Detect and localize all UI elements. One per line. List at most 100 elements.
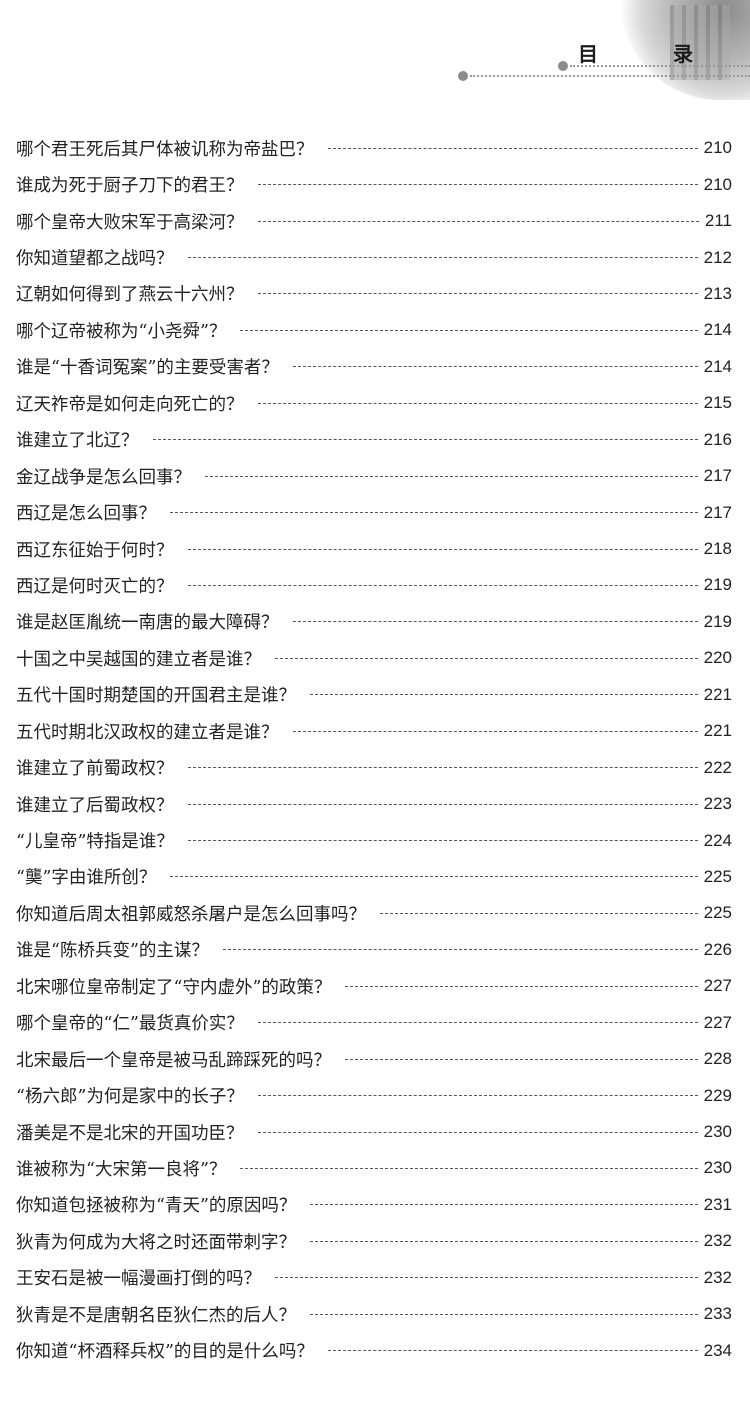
entry-title: 五代十国时期楚国的开国君主是谁？ [16,686,296,707]
toc-entry[interactable]: “杨六郎”为何是家中的长子？ 229 [16,1077,732,1113]
dot-leader [170,512,698,514]
entry-page-number: 219 [703,611,732,631]
dot-leader [327,147,698,149]
entry-title: 你知道“杯酒释兵权”的目的是什么吗？ [16,1342,314,1363]
toc-entry[interactable]: 金辽战争是怎么回事？ 217 [16,458,732,494]
toc-entry[interactable]: 谁建立了北辽？ 216 [16,422,732,458]
toc-entry[interactable]: 谁是赵匡胤统一南唐的最大障碍？ 219 [16,604,732,640]
entry-title: 十国之中吴越国的建立者是谁？ [16,649,261,670]
dot-leader [257,1022,698,1024]
toc-entry[interactable]: 潘美是不是北宋的开国功臣？ 230 [16,1114,732,1150]
dot-leader [257,1131,698,1133]
toc-entry[interactable]: 辽朝如何得到了燕云十六州？ 213 [16,276,732,312]
entry-title: 谁是赵匡胤统一南唐的最大障碍？ [16,613,279,634]
toc-entry[interactable]: 谁被称为“大宋第一良将”？ 230 [16,1150,732,1186]
entry-title: 北宋最后一个皇帝是被马乱蹄踩死的吗？ [16,1050,331,1071]
toc-entry[interactable]: 王安石是被一幅漫画打倒的吗？ 232 [16,1260,732,1296]
toc-entry[interactable]: 狄青是不是唐朝名臣狄仁杰的后人？ 233 [16,1296,732,1332]
dot-leader [222,949,698,951]
toc-entry[interactable]: 哪个皇帝大败宋军于高梁河？ 211 [16,203,732,239]
entry-title: 王安石是被一幅漫画打倒的吗？ [16,1269,261,1290]
toc-entry[interactable]: 狄青为何成为大将之时还面带刺字？ 232 [16,1223,732,1259]
entry-title: 你知道后周太祖郭威怒杀屠户是怎么回事吗？ [16,904,366,925]
toc-entry[interactable]: 谁成为死于厨子刀下的君王？ 210 [16,166,732,202]
toc-entry[interactable]: 辽天祚帝是如何走向死亡的？ 215 [16,385,732,421]
toc-entry[interactable]: “儿皇帝”特指是谁？ 224 [16,822,732,858]
entry-title: 西辽东征始于何时？ [16,540,174,561]
header-dotted-line [570,65,750,67]
toc-entry[interactable]: 西辽是怎么回事？ 217 [16,494,732,530]
dot-leader [187,767,698,769]
entry-page-number: 226 [703,939,732,959]
entry-page-number: 232 [703,1231,732,1251]
entry-title: 狄青是不是唐朝名臣狄仁杰的后人？ [16,1305,296,1326]
dot-leader [187,584,698,586]
entry-page-number: 214 [703,356,732,376]
entry-page-number: 225 [703,866,732,886]
toc-entry[interactable]: 哪个皇帝的“仁”最货真价实？ 227 [16,1005,732,1041]
toc-entry[interactable]: 谁建立了前蜀政权？ 222 [16,749,732,785]
entry-title: 哪个辽帝被称为“小尧舜”？ [16,321,227,342]
entry-page-number: 220 [703,648,732,668]
entry-title: 狄青为何成为大将之时还面带刺字？ [16,1232,296,1253]
toc-entry[interactable]: 谁是“十香词冤案”的主要受害者？ 214 [16,349,732,385]
dot-leader [187,548,698,550]
table-of-contents: 哪个君王死后其尸体被讥称为帝盐巴？ 210 谁成为死于厨子刀下的君王？ 210 哪个皇帝… [16,130,732,1369]
toc-entry[interactable]: 北宋最后一个皇帝是被马乱蹄踩死的吗？ 228 [16,1041,732,1077]
toc-entry[interactable]: 哪个辽帝被称为“小尧舜”？ 214 [16,312,732,348]
dot-leader [187,257,698,259]
entry-title: 潘美是不是北宋的开国功臣？ [16,1123,244,1144]
header-dotted-line [470,75,750,77]
entry-page-number: 213 [703,283,732,303]
toc-entry[interactable]: 五代十国时期楚国的开国君主是谁？ 221 [16,677,732,713]
dot-leader [345,1058,698,1060]
entry-page-number: 228 [703,1049,732,1069]
toc-entry[interactable]: 你知道望都之战吗？ 212 [16,239,732,275]
entry-page-number: 232 [703,1267,732,1287]
dot-leader [205,475,698,477]
entry-title: 哪个皇帝的“仁”最货真价实？ [16,1014,244,1035]
header-dot [458,71,468,81]
dot-leader [187,803,698,805]
entry-title: 谁被称为“大宋第一良将”？ [16,1159,227,1180]
entry-title: 谁成为死于厨子刀下的君王？ [16,176,244,197]
dot-leader [310,1313,698,1315]
entry-title: 辽天祚帝是如何走向死亡的？ [16,394,244,415]
toc-entry[interactable]: 五代时期北汉政权的建立者是谁？ 221 [16,713,732,749]
dot-leader [275,657,698,659]
entry-title: 北宋哪位皇帝制定了“守内虚外”的政策？ [16,977,332,998]
page-title: 目 录 [578,42,727,66]
entry-page-number: 233 [703,1304,732,1324]
dot-leader [257,402,698,404]
entry-title: 西辽是怎么回事？ [16,504,156,525]
entry-page-number: 218 [703,539,732,559]
entry-page-number: 230 [703,1158,732,1178]
toc-entry[interactable]: “龑”字由谁所创？ 225 [16,859,732,895]
toc-entry[interactable]: 西辽是何时灭亡的？ 219 [16,567,732,603]
toc-entry[interactable]: 你知道“杯酒释兵权”的目的是什么吗？ 234 [16,1332,732,1368]
entry-title: 西辽是何时灭亡的？ [16,576,174,597]
toc-entry[interactable]: 西辽东征始于何时？ 218 [16,531,732,567]
entry-page-number: 224 [703,830,732,850]
toc-entry[interactable]: 哪个君王死后其尸体被讥称为帝盐巴？ 210 [16,130,732,166]
entry-page-number: 222 [703,757,732,777]
dot-leader [240,1167,698,1169]
toc-entry[interactable]: 你知道包拯被称为“青天”的原因吗？ 231 [16,1187,732,1223]
dot-leader [257,293,698,295]
entry-title: 你知道包拯被称为“青天”的原因吗？ [16,1196,297,1217]
toc-entry[interactable]: 谁建立了后蜀政权？ 223 [16,786,732,822]
toc-entry[interactable]: 北宋哪位皇帝制定了“守内虚外”的政策？ 227 [16,968,732,1004]
entry-page-number: 234 [703,1340,732,1360]
dot-leader [292,730,698,732]
entry-page-number: 211 [704,211,732,231]
toc-entry[interactable]: 谁是“陈桥兵变”的主谋？ 226 [16,932,732,968]
entry-title: 你知道望都之战吗？ [16,249,174,270]
entry-page-number: 229 [703,1085,732,1105]
entry-title: 谁建立了前蜀政权？ [16,759,174,780]
dot-leader [292,366,698,368]
dot-leader [310,1240,698,1242]
entry-title: 谁建立了北辽？ [16,431,139,452]
toc-entry[interactable]: 十国之中吴越国的建立者是谁？ 220 [16,640,732,676]
toc-entry[interactable]: 你知道后周太祖郭威怒杀屠户是怎么回事吗？ 225 [16,895,732,931]
entry-title: 金辽战争是怎么回事？ [16,467,191,488]
